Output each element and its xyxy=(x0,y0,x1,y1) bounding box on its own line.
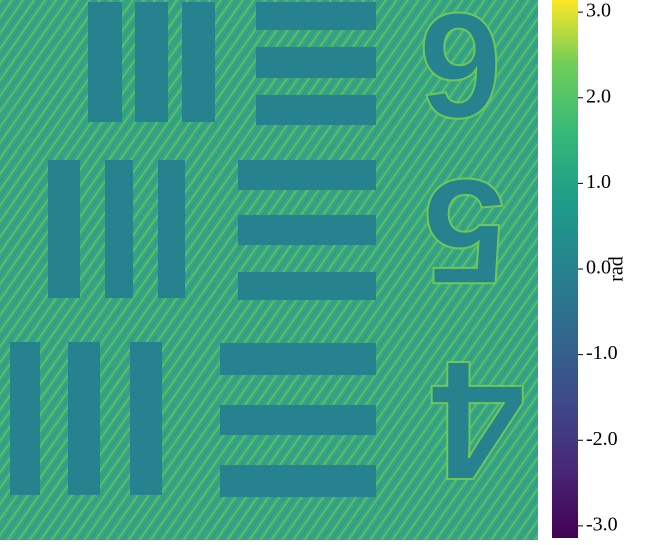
digits: 654 xyxy=(417,0,526,516)
tick-label: -1.0 xyxy=(586,342,618,364)
bar xyxy=(105,160,133,298)
target-digit: 5 xyxy=(423,148,506,316)
tick-label: -2.0 xyxy=(586,428,618,450)
phase-image xyxy=(0,0,538,540)
target-digit: 4 xyxy=(431,325,526,515)
bar xyxy=(68,342,100,495)
bar xyxy=(135,2,168,122)
bar xyxy=(256,2,376,30)
bar xyxy=(48,160,80,298)
colorbar-label: rad xyxy=(606,256,628,282)
tick-label: 0.0 xyxy=(586,257,611,279)
tick-label: 1.0 xyxy=(586,171,611,193)
bar xyxy=(182,2,215,122)
target-digit: 6 xyxy=(418,0,501,150)
bar xyxy=(220,343,376,375)
bar xyxy=(238,272,376,300)
bar xyxy=(88,2,122,122)
bar xyxy=(158,160,185,298)
bar xyxy=(130,342,162,495)
tick-label: 3.0 xyxy=(586,0,611,22)
tick-label: 2.0 xyxy=(586,85,611,107)
bar xyxy=(256,47,376,78)
bar xyxy=(256,95,376,125)
colorbar-axis: 3.0 2.0 1.0 0.0 -1.0 -2.0 -3.0 xyxy=(578,0,618,535)
tick-label: -3.0 xyxy=(586,513,618,535)
bar xyxy=(10,342,40,495)
colorbar xyxy=(552,0,578,538)
bar xyxy=(238,215,376,245)
bar xyxy=(238,160,376,190)
bar xyxy=(220,405,376,435)
bar xyxy=(220,465,376,497)
